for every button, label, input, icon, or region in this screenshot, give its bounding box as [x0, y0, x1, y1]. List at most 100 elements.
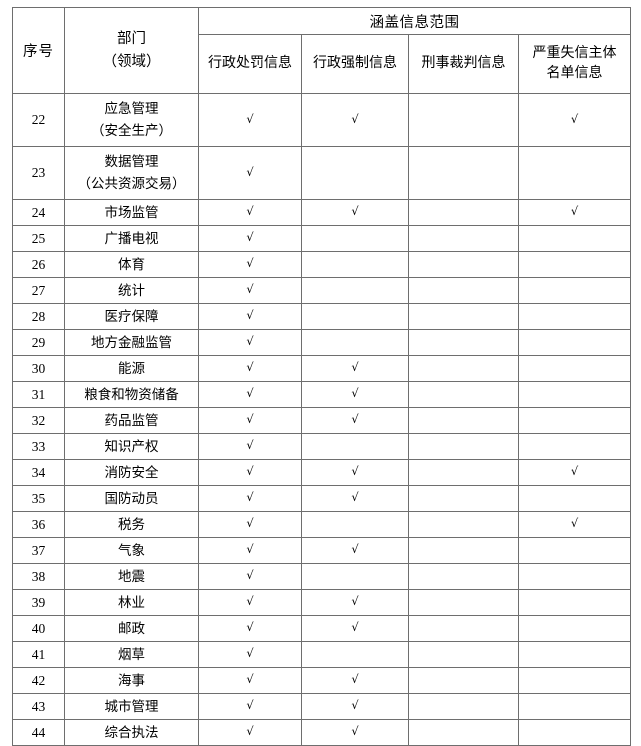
- cell-sequence: 40: [12, 615, 65, 642]
- cell-admin-coercion: √: [301, 93, 409, 147]
- table-row: 24 市场监管 √ √ √: [12, 199, 631, 226]
- cell-admin-penalty: √: [198, 225, 302, 252]
- cell-criminal-judgment: [408, 329, 519, 356]
- cell-sequence: 44: [12, 719, 65, 746]
- check-icon: √: [351, 111, 359, 126]
- department-line1: 能源: [118, 360, 145, 376]
- cell-severe-dishonesty: [518, 251, 631, 278]
- column-header-severe-dishonesty: 严重失信主体 名单信息: [518, 34, 631, 94]
- department-line1: 综合执法: [104, 724, 159, 740]
- check-icon: √: [246, 256, 254, 270]
- cell-sequence: 25: [12, 225, 65, 252]
- table-row: 30 能源 √ √: [12, 355, 631, 382]
- cell-admin-penalty: √: [198, 433, 302, 460]
- table-row: 37 气象 √ √: [12, 537, 631, 564]
- table-row: 38 地震 √: [12, 563, 631, 590]
- cell-severe-dishonesty: [518, 693, 631, 720]
- table-row: 32 药品监管 √ √: [12, 407, 631, 434]
- check-icon: √: [246, 308, 254, 322]
- column-header-department: 部门 （领域）: [64, 7, 199, 94]
- check-icon: √: [351, 698, 359, 712]
- cell-severe-dishonesty: [518, 641, 631, 668]
- cell-admin-coercion: √: [301, 381, 409, 408]
- cell-department: 医疗保障: [64, 303, 199, 330]
- table-row: 23 数据管理 （公共资源交易） √: [12, 146, 631, 200]
- cell-sequence: 41: [12, 641, 65, 668]
- cell-admin-penalty: √: [198, 93, 302, 147]
- cell-sequence: 33: [12, 433, 65, 460]
- cell-sequence: 42: [12, 667, 65, 694]
- check-icon: √: [246, 386, 254, 400]
- department-line1: 市场监管: [104, 204, 159, 220]
- cell-department: 粮食和物资储备: [64, 381, 199, 408]
- cell-admin-coercion: [301, 641, 409, 668]
- cell-admin-coercion: √: [301, 407, 409, 434]
- cell-department: 广播电视: [64, 225, 199, 252]
- cell-admin-penalty: √: [198, 199, 302, 226]
- cell-criminal-judgment: [408, 511, 519, 538]
- cell-department: 地震: [64, 563, 199, 590]
- cell-severe-dishonesty: [518, 225, 631, 252]
- cell-severe-dishonesty: [518, 433, 631, 460]
- department-header-line2: （领域）: [102, 53, 161, 70]
- cell-severe-dishonesty: √: [518, 511, 631, 538]
- department-line2: （公共资源交易）: [77, 176, 186, 191]
- department-line1: 知识产权: [104, 438, 159, 454]
- table-row: 43 城市管理 √ √: [12, 693, 631, 720]
- cell-admin-coercion: [301, 433, 409, 460]
- cell-admin-penalty: √: [198, 485, 302, 512]
- cell-admin-penalty: √: [198, 303, 302, 330]
- check-icon: √: [351, 490, 359, 504]
- check-icon: √: [246, 646, 254, 660]
- cell-severe-dishonesty: [518, 277, 631, 304]
- cell-department: 数据管理 （公共资源交易）: [64, 146, 199, 200]
- cell-admin-penalty: √: [198, 355, 302, 382]
- department-line1: 消防安全: [104, 464, 159, 480]
- cell-admin-penalty: √: [198, 615, 302, 642]
- cell-admin-coercion: [301, 225, 409, 252]
- department-line1: 应急管理: [104, 101, 159, 117]
- table-header: 序号 部门 （领域） 涵盖信息范围 行政处罚信息 行政强制信息 刑事裁判信息 严…: [12, 7, 631, 94]
- cell-severe-dishonesty: [518, 329, 631, 356]
- cell-sequence: 39: [12, 589, 65, 616]
- cell-criminal-judgment: [408, 667, 519, 694]
- check-icon: √: [246, 230, 254, 244]
- department-line1: 体育: [118, 256, 145, 272]
- cell-admin-coercion: [301, 277, 409, 304]
- table-row: 34 消防安全 √ √ √: [12, 459, 631, 486]
- cell-sequence: 32: [12, 407, 65, 434]
- check-icon: √: [246, 594, 254, 608]
- cell-sequence: 35: [12, 485, 65, 512]
- cell-criminal-judgment: [408, 277, 519, 304]
- department-line1: 广播电视: [104, 230, 159, 246]
- cell-admin-penalty: √: [198, 146, 302, 200]
- cell-department: 消防安全: [64, 459, 199, 486]
- cell-admin-coercion: [301, 303, 409, 330]
- check-icon: √: [246, 672, 254, 686]
- department-line1: 税务: [118, 516, 145, 532]
- check-icon: √: [246, 516, 254, 530]
- department-line1: 地震: [118, 568, 145, 584]
- department-line1: 城市管理: [104, 698, 159, 714]
- table-row: 31 粮食和物资储备 √ √: [12, 381, 631, 408]
- check-icon: √: [570, 516, 579, 530]
- cell-admin-penalty: √: [198, 459, 302, 486]
- check-icon: √: [351, 542, 359, 556]
- table-row: 33 知识产权 √: [12, 433, 631, 460]
- check-icon: √: [246, 282, 254, 296]
- cell-admin-coercion: √: [301, 485, 409, 512]
- cell-severe-dishonesty: [518, 667, 631, 694]
- cell-sequence: 31: [12, 381, 65, 408]
- cell-department: 市场监管: [64, 199, 199, 226]
- cell-admin-coercion: √: [301, 459, 409, 486]
- table-row: 39 林业 √ √: [12, 589, 631, 616]
- cell-sequence: 43: [12, 693, 65, 720]
- cell-admin-penalty: √: [198, 589, 302, 616]
- table-row: 42 海事 √ √: [12, 667, 631, 694]
- check-icon: √: [246, 464, 254, 478]
- department-line1: 药品监管: [104, 412, 159, 428]
- cell-admin-penalty: √: [198, 693, 302, 720]
- check-icon: √: [351, 724, 359, 738]
- check-icon: √: [246, 620, 254, 634]
- header-row-subcolumns: 行政处罚信息 行政强制信息 刑事裁判信息 严重失信主体 名单信息: [13, 34, 631, 94]
